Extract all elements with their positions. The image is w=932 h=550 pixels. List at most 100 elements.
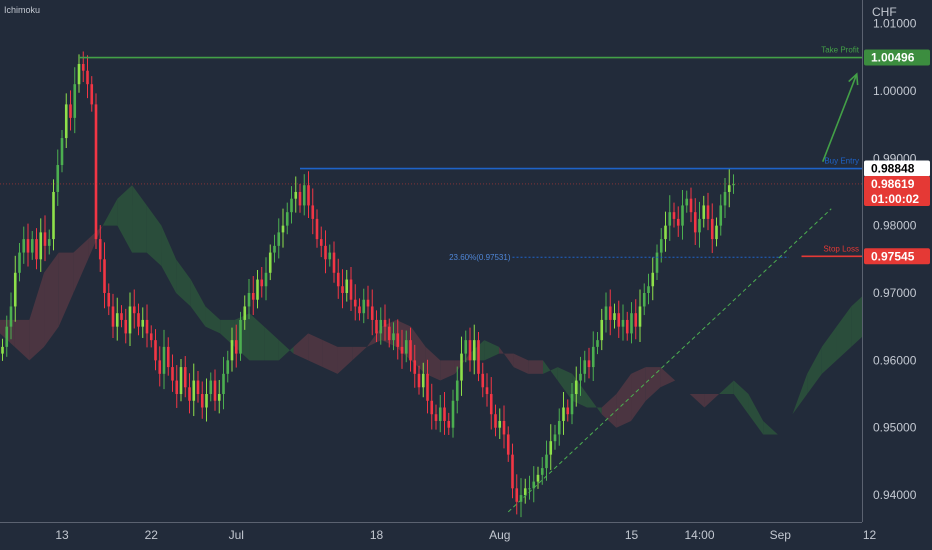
candle-body: [421, 373, 425, 388]
candle-body: [124, 319, 128, 334]
candle-body: [192, 380, 196, 401]
candle: [358, 298, 361, 321]
candle-body: [562, 407, 565, 421]
candle: [188, 373, 191, 414]
candle: [311, 188, 315, 235]
candle-body: [434, 414, 438, 421]
candle-body: [77, 63, 81, 85]
candle-body: [341, 286, 344, 293]
candle: [77, 54, 81, 93]
kumo-segment: [366, 326, 382, 347]
candle: [290, 186, 293, 224]
kumo-segment: [601, 394, 617, 428]
candle: [651, 257, 655, 301]
kumo-segment: [29, 272, 45, 361]
candle: [307, 171, 310, 219]
candle-body: [506, 434, 510, 455]
candle-body: [536, 474, 540, 482]
candle: [438, 394, 442, 433]
candle: [1, 338, 4, 361]
candle-body: [18, 252, 21, 273]
candle-body: [158, 360, 162, 374]
candle-body: [149, 333, 153, 341]
candle-body: [617, 313, 621, 327]
candle-body: [630, 313, 633, 334]
candle: [205, 378, 208, 422]
candle-body: [81, 63, 85, 71]
candle-body: [222, 373, 225, 395]
candle-body: [217, 394, 221, 401]
candle-body: [64, 104, 68, 139]
price-axis-panel: [862, 0, 932, 550]
candle-body: [659, 239, 663, 253]
candle-body: [264, 272, 268, 287]
candle: [506, 426, 510, 462]
candle: [528, 475, 531, 500]
candle: [171, 354, 174, 392]
kumo-segment: [102, 198, 118, 226]
candle: [634, 299, 638, 340]
candle: [281, 208, 285, 248]
candle-body: [613, 313, 616, 320]
candle: [702, 195, 706, 228]
candle-body: [239, 319, 242, 354]
candle: [566, 399, 570, 422]
candle: [226, 350, 230, 383]
candle: [638, 289, 642, 342]
candle-body: [591, 346, 595, 368]
candle-body: [273, 245, 276, 253]
candle: [5, 315, 9, 357]
candle-body: [642, 292, 646, 307]
kumo-segment: [557, 367, 573, 401]
kumo-segment: [117, 185, 133, 253]
candle: [536, 466, 540, 489]
x-tick-label: Sep: [770, 528, 792, 542]
candle: [145, 304, 149, 348]
candle-body: [460, 353, 463, 381]
candle: [319, 226, 323, 258]
candle: [719, 194, 723, 236]
candle-body: [200, 394, 204, 408]
candle: [234, 324, 238, 368]
kumo-segment: [675, 380, 690, 395]
candle-body: [162, 346, 166, 374]
candle: [519, 478, 523, 518]
candle: [353, 284, 357, 321]
current-price-badge: [864, 175, 930, 206]
indicator-label[interactable]: Ichimoku: [4, 5, 41, 15]
candle: [22, 226, 26, 264]
candle-body: [392, 333, 395, 341]
candle: [383, 304, 387, 341]
candle: [107, 283, 111, 316]
candle-body: [298, 191, 302, 206]
kumo-segment: [498, 346, 514, 368]
candle: [404, 330, 408, 363]
candle-body: [672, 212, 676, 219]
x-tick-label: 13: [55, 528, 69, 542]
candle: [47, 229, 51, 255]
x-tick-label: 15: [625, 528, 639, 542]
candle-body: [387, 326, 391, 341]
candle: [413, 344, 417, 388]
candle-body: [251, 292, 255, 300]
kumo-segment: [278, 340, 294, 361]
candle: [570, 382, 574, 425]
buy-entry-badge: [864, 160, 930, 177]
candle: [239, 311, 242, 361]
candle: [56, 149, 60, 206]
candle-body: [702, 205, 706, 219]
candle-body: [13, 272, 17, 307]
candle: [681, 189, 684, 240]
candle-body: [498, 420, 502, 428]
candle-body: [39, 232, 43, 260]
candle: [710, 203, 714, 254]
candle-body: [451, 400, 455, 428]
candle: [532, 466, 536, 503]
candle-body: [574, 380, 578, 395]
candle: [18, 243, 21, 282]
candle-body: [230, 340, 234, 361]
candle-body: [86, 70, 89, 85]
candle: [421, 362, 425, 398]
candle: [298, 183, 302, 213]
